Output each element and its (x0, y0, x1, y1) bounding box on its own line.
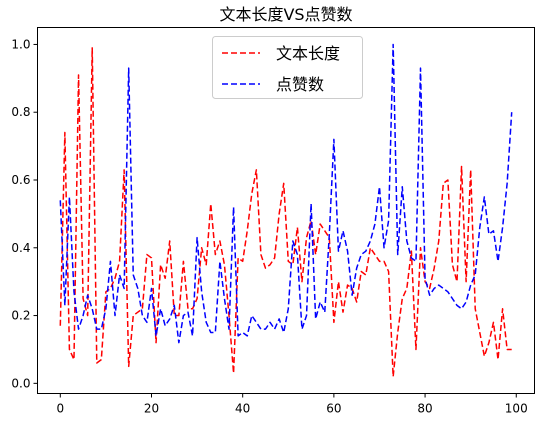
y-tick-label: 0.2 (11, 309, 30, 323)
y-tick-label: 0.0 (11, 376, 30, 390)
y-axis: 0.0 0.2 0.4 0.6 0.8 1.0 (11, 37, 38, 390)
y-tick-label: 0.6 (11, 173, 30, 187)
x-tick-label: 0 (56, 402, 64, 416)
x-axis: 0 20 40 60 80 100 (56, 393, 528, 416)
plot-frame (37, 27, 535, 394)
series-layer (59, 43, 513, 378)
chart-title: 文本长度VS点赞数 (219, 5, 352, 24)
legend-label-likes: 点赞数 (276, 75, 324, 94)
x-tick-label: 80 (417, 402, 432, 416)
y-tick-label: 1.0 (11, 37, 30, 51)
legend-box (212, 36, 363, 99)
x-tick-label: 20 (144, 402, 159, 416)
x-tick-label: 60 (326, 402, 341, 416)
y-tick-label: 0.4 (11, 241, 30, 255)
y-tick-label: 0.8 (11, 105, 30, 119)
x-tick-label: 100 (505, 402, 528, 416)
series-line-likes (59, 43, 513, 344)
legend: 文本长度 点赞数 (212, 36, 363, 99)
x-tick-label: 40 (235, 402, 250, 416)
legend-label-text-length: 文本长度 (276, 44, 340, 63)
series-line-text-length (59, 47, 512, 378)
